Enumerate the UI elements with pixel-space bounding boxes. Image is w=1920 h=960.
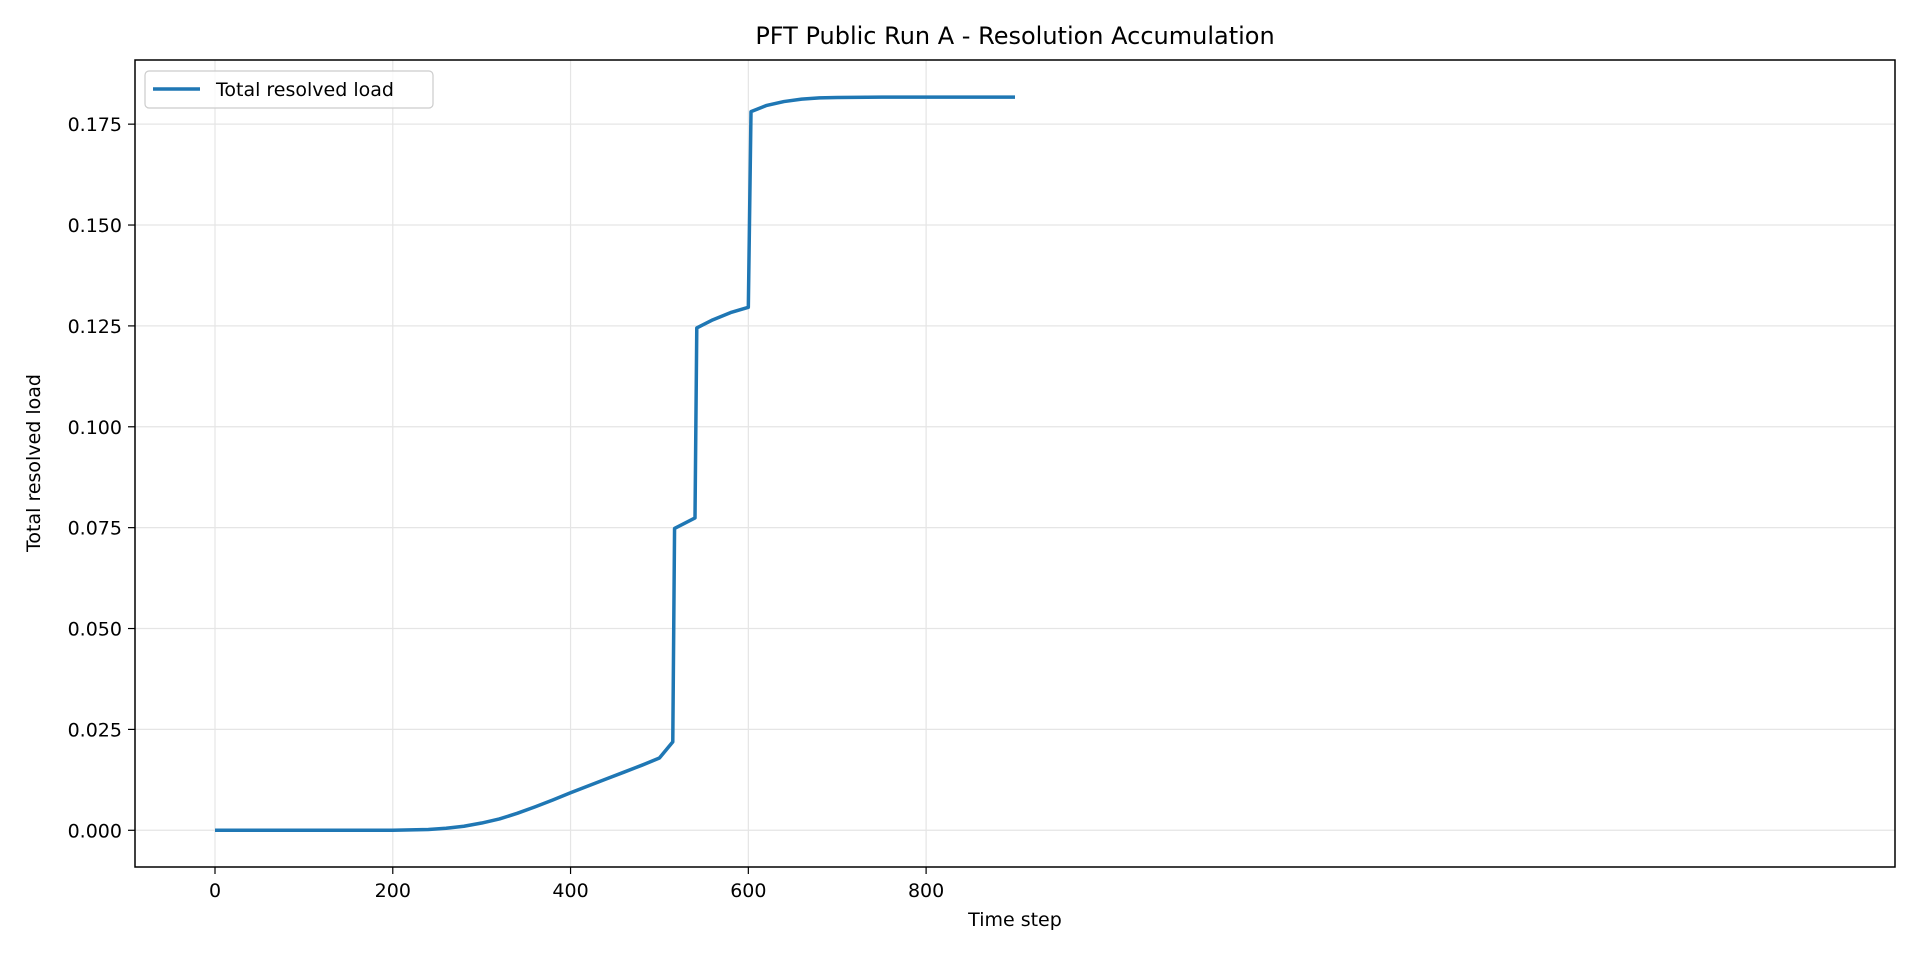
series-line-total-resolved-load	[215, 95, 1015, 833]
y-tick-label: 0.175	[68, 114, 122, 136]
legend-label: Total resolved load	[215, 79, 394, 101]
x-tick-label: 400	[552, 880, 588, 902]
chart-title: PFT Public Run A - Resolution Accumulati…	[755, 22, 1274, 50]
y-tick-label: 0.100	[68, 417, 122, 439]
legend-box	[144, 70, 434, 109]
y-tick-label: 0.000	[68, 820, 122, 842]
y-axis-label: Total resolved load	[23, 374, 45, 553]
y-axis-ticks: 0.000 0.025 0.050 0.075 0.100 0.125 0.150 0.175	[68, 114, 135, 842]
x-tick-label: 800	[908, 880, 944, 902]
x-tick-label: 200	[375, 880, 411, 902]
y-tick-label: 0.125	[68, 316, 122, 338]
grid-lines	[135, 60, 1895, 867]
legend: Total resolved load	[144, 70, 434, 109]
y-tick-label: 0.025	[68, 719, 122, 741]
y-tick-label: 0.075	[68, 518, 122, 540]
x-tick-label: 600	[730, 880, 766, 902]
y-tick-label: 0.150	[68, 215, 122, 237]
x-axis-ticks: 0 200 400 600 800	[209, 867, 944, 902]
x-axis-label: Time step	[967, 909, 1062, 931]
series-layer	[215, 95, 1015, 833]
plot-area-frame	[134, 59, 1896, 868]
y-tick-label: 0.050	[68, 619, 122, 641]
x-tick-label: 0	[209, 880, 221, 902]
